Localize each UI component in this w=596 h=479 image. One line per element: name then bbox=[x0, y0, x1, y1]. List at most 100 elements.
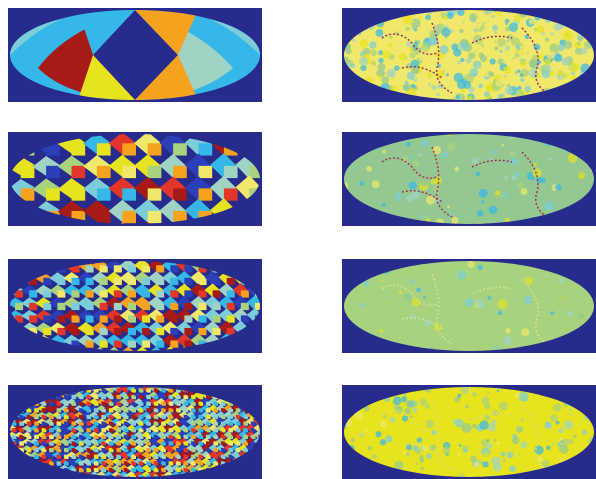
field-patch bbox=[380, 439, 386, 445]
map-tile bbox=[199, 143, 213, 155]
field-patch bbox=[410, 279, 415, 284]
field-patch bbox=[437, 12, 440, 15]
map-tile bbox=[184, 303, 192, 310]
field-patch bbox=[447, 142, 456, 151]
map-tile bbox=[72, 143, 86, 155]
field-patch bbox=[504, 75, 507, 78]
field-patch bbox=[551, 32, 554, 35]
field-patch bbox=[406, 400, 415, 409]
field-patch bbox=[388, 43, 392, 47]
map-tile bbox=[21, 166, 35, 178]
field-patch bbox=[468, 261, 475, 268]
field-patch bbox=[393, 396, 401, 404]
map-tile bbox=[148, 143, 162, 155]
field-patch bbox=[491, 456, 500, 465]
map-tile bbox=[156, 265, 164, 272]
field-patch bbox=[556, 421, 560, 425]
field-patch bbox=[505, 23, 508, 26]
map-tile bbox=[122, 166, 136, 178]
map-tile bbox=[142, 340, 150, 347]
map-tile bbox=[97, 211, 111, 223]
field-patch bbox=[440, 45, 449, 54]
field-patch bbox=[382, 50, 390, 58]
field-patch bbox=[582, 430, 587, 435]
map-tile bbox=[241, 303, 249, 310]
field-patch bbox=[510, 148, 520, 158]
map-tile bbox=[213, 303, 221, 310]
field-patch bbox=[447, 205, 450, 208]
map-tile bbox=[227, 303, 235, 310]
field-patch bbox=[463, 310, 465, 312]
map-tile bbox=[100, 328, 108, 335]
field-patch bbox=[410, 47, 415, 52]
map-tile bbox=[184, 315, 192, 322]
field-patch bbox=[569, 63, 579, 73]
field-patch bbox=[485, 85, 490, 90]
field-patch bbox=[498, 299, 508, 309]
map-tile bbox=[72, 303, 80, 310]
field-patch bbox=[359, 433, 363, 437]
map-tile bbox=[114, 315, 122, 322]
field-patch bbox=[405, 57, 407, 59]
field-patch bbox=[470, 68, 479, 77]
field-patch bbox=[350, 438, 354, 442]
field-patch bbox=[487, 391, 490, 394]
field-patch bbox=[482, 461, 489, 468]
field-patch bbox=[474, 461, 480, 467]
field-patch bbox=[516, 426, 523, 433]
field-patch bbox=[378, 50, 383, 55]
field-patch bbox=[421, 42, 430, 51]
field-patch bbox=[545, 201, 554, 210]
field-patch bbox=[568, 439, 574, 445]
field-patch bbox=[578, 313, 584, 319]
map-tile bbox=[86, 340, 94, 347]
field-patch bbox=[475, 171, 480, 176]
field-patch bbox=[520, 45, 527, 52]
field-patch bbox=[382, 203, 386, 207]
map-tile bbox=[227, 278, 235, 285]
map-tile bbox=[72, 278, 80, 285]
field-patch bbox=[372, 180, 380, 188]
field-patch bbox=[433, 146, 441, 154]
map-tile bbox=[72, 315, 80, 322]
field-patch bbox=[577, 41, 581, 45]
field-patch bbox=[481, 44, 484, 47]
field-patch bbox=[459, 29, 463, 33]
field-patch bbox=[402, 451, 405, 454]
field-patch bbox=[479, 189, 488, 198]
map-tile bbox=[170, 328, 178, 335]
field-patch bbox=[473, 28, 478, 33]
field-patch bbox=[406, 195, 413, 202]
field-patch bbox=[497, 390, 499, 392]
field-patch bbox=[378, 58, 383, 63]
field-patch bbox=[382, 150, 386, 154]
map-tile bbox=[173, 188, 187, 200]
field-patch bbox=[487, 439, 490, 442]
field-patch bbox=[512, 57, 514, 59]
map-tile bbox=[199, 166, 213, 178]
field-patch bbox=[481, 200, 484, 203]
field-patch bbox=[431, 85, 437, 91]
field-patch bbox=[505, 27, 510, 32]
map-tile bbox=[29, 303, 37, 310]
field-patch bbox=[503, 66, 511, 74]
field-patch bbox=[558, 278, 564, 284]
field-patch bbox=[509, 465, 515, 471]
field-patch bbox=[423, 296, 426, 299]
field-patch bbox=[395, 192, 402, 199]
field-patch bbox=[554, 54, 562, 62]
field-patch bbox=[503, 399, 505, 401]
field-patch bbox=[384, 298, 386, 300]
map-tile bbox=[46, 166, 60, 178]
field-patch bbox=[460, 43, 468, 51]
field-patch bbox=[512, 434, 517, 439]
map-tile bbox=[199, 278, 207, 285]
field-patch bbox=[426, 453, 432, 459]
map-tile bbox=[128, 328, 136, 335]
field-patch bbox=[389, 35, 393, 39]
map-panel-left-2 bbox=[8, 132, 262, 226]
map-tile bbox=[199, 290, 207, 297]
field-patch bbox=[360, 303, 364, 307]
field-patch bbox=[533, 163, 537, 167]
field-patch bbox=[487, 443, 493, 449]
